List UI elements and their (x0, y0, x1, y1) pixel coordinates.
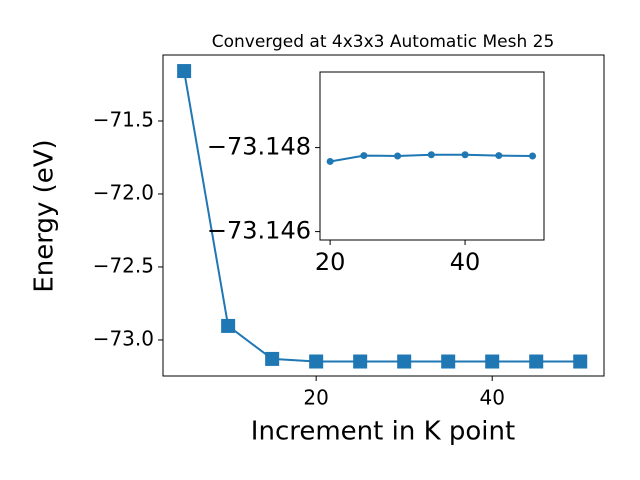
marker (573, 354, 588, 369)
marker (441, 354, 456, 369)
marker (326, 157, 334, 165)
x-tick-label: 20 (315, 248, 346, 276)
x-tick-label: 20 (303, 386, 328, 410)
marker (360, 152, 368, 160)
marker (353, 354, 368, 369)
marker (221, 318, 236, 333)
y-tick-label: −72.0 (93, 180, 154, 204)
marker (394, 152, 402, 160)
marker (177, 64, 192, 79)
y-tick-label: −71.5 (93, 107, 154, 131)
y-tick-label: −73.0 (93, 326, 154, 350)
marker (427, 151, 435, 159)
marker (397, 354, 412, 369)
y-axis-label: Energy (eV) (30, 139, 60, 292)
marker (529, 354, 544, 369)
marker (485, 354, 500, 369)
x-axis-label: Increment in K point (251, 417, 515, 447)
data-line (183, 70, 581, 363)
y-tick-label: −72.5 (93, 253, 154, 277)
chart-title: Converged at 4x3x3 Automatic Mesh 25 (212, 32, 555, 52)
y-tick-label: −73.146 (207, 217, 311, 245)
marker (265, 351, 280, 366)
marker (495, 152, 503, 160)
x-tick-label: 40 (450, 248, 481, 276)
marker (309, 354, 324, 369)
marker (461, 151, 469, 159)
x-tick-label: 40 (479, 386, 504, 410)
y-tick-label: −73.148 (207, 133, 311, 161)
marker (529, 152, 537, 160)
